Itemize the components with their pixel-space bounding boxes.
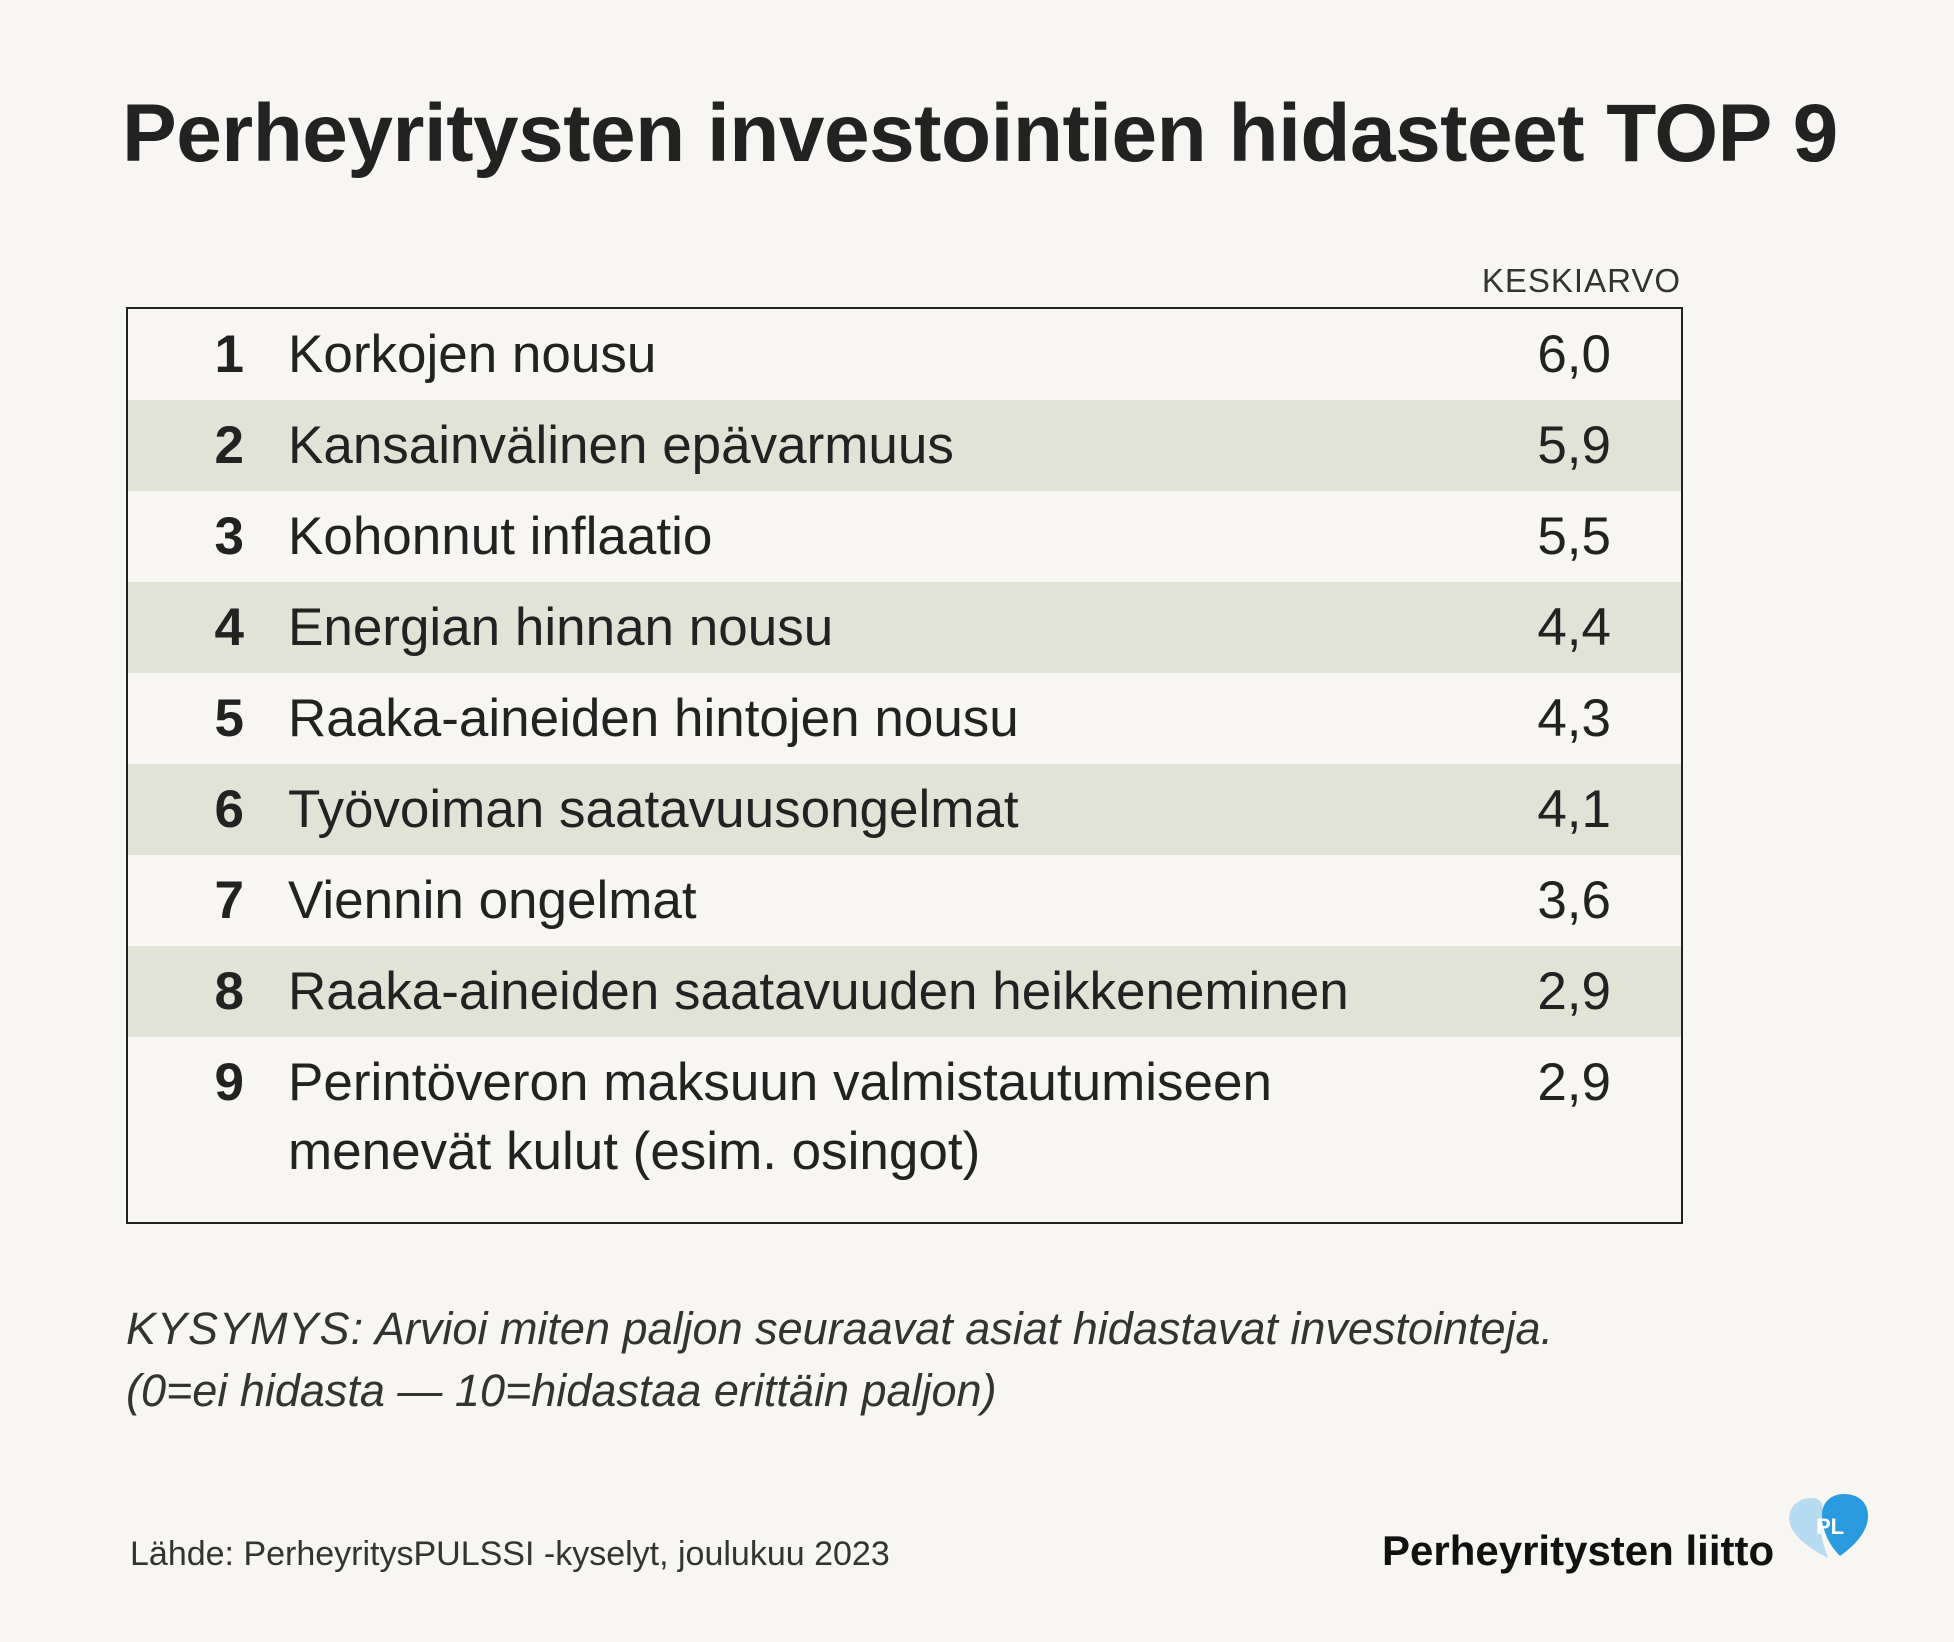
row-label: Kohonnut inflaatio: [288, 507, 713, 566]
row-value: 4,1: [1537, 780, 1611, 839]
question-scale: (0=ei hidasta — 10=hidastaa erittäin pal…: [126, 1365, 997, 1416]
value-column-header: KESKIARVO: [1481, 262, 1681, 299]
row-rank: 2: [214, 416, 244, 475]
row-value: 5,5: [1537, 507, 1611, 566]
question-text: Arvioi miten paljon seuraavat asiat hida…: [374, 1303, 1554, 1354]
chart-title: Perheyritysten investointien hidasteet T…: [122, 88, 1838, 179]
table-row: 2 Kansainvälinen epävarmuus 5,9: [128, 400, 1681, 491]
row-rank: 4: [214, 598, 244, 657]
question-lead: KYSYMYS:: [126, 1303, 365, 1354]
table-row: 9 Perintöveron maksuun valmistautumiseen …: [128, 1037, 1681, 1217]
row-label: Perintöveron maksuun valmistautumiseen m…: [288, 1053, 1272, 1181]
table-row: 7 Viennin ongelmat 3,6: [128, 855, 1681, 946]
row-label: Työvoiman saatavuusongelmat: [288, 780, 1019, 839]
row-rank: 7: [214, 871, 244, 930]
row-value: 2,9: [1537, 962, 1611, 1021]
brand-name: Perheyritysten liitto: [1382, 1527, 1775, 1574]
row-value: 2,9: [1537, 1053, 1611, 1112]
heart-logo-icon: PL: [1789, 1494, 1868, 1558]
row-rank: 6: [214, 780, 244, 839]
row-value: 4,4: [1537, 598, 1611, 657]
row-label: Raaka-aineiden hintojen nousu: [288, 689, 1019, 748]
row-label: Energian hinnan nousu: [288, 598, 834, 657]
table-row: 3 Kohonnut inflaatio 5,5: [128, 491, 1681, 582]
row-rank: 5: [214, 689, 244, 748]
row-label: Viennin ongelmat: [288, 871, 697, 930]
table-row: 6 Työvoiman saatavuusongelmat 4,1: [128, 764, 1681, 855]
table-row: 8 Raaka-aineiden saatavuuden heikkenemine…: [128, 946, 1681, 1037]
table-row: 5 Raaka-aineiden hintojen nousu 4,3: [128, 673, 1681, 764]
source-note: Lähde: PerheyritysPULSSI -kyselyt, joulu…: [130, 1535, 890, 1573]
table-row: 1 Korkojen nousu 6,0: [128, 309, 1681, 400]
row-value: 6,0: [1537, 325, 1611, 384]
row-label: Raaka-aineiden saatavuuden heikkeneminen: [288, 962, 1349, 1021]
row-value: 4,3: [1537, 689, 1611, 748]
row-value: 3,6: [1537, 871, 1611, 930]
row-rank: 3: [214, 507, 244, 566]
row-label: Korkojen nousu: [288, 325, 657, 384]
table-row: 4 Energian hinnan nousu 4,4: [128, 582, 1681, 673]
row-rank: 9: [214, 1053, 244, 1112]
logo-text: PL: [1816, 1514, 1844, 1539]
row-value: 5,9: [1537, 416, 1611, 475]
row-rank: 8: [214, 962, 244, 1021]
row-label: Kansainvälinen epävarmuus: [288, 416, 954, 475]
ranking-table: 1 Korkojen nousu 6,0 2 Kansainvälinen epävar…: [126, 307, 1683, 1224]
row-rank: 1: [214, 325, 244, 384]
survey-question: KYSYMYS: Arvioi miten paljon seuraavat a…: [126, 1298, 1826, 1422]
